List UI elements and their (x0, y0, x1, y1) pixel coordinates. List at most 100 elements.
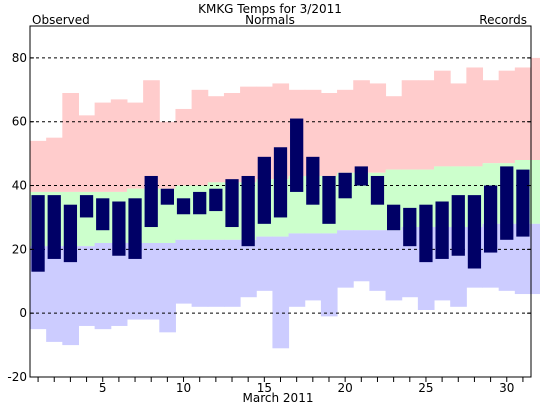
record-low-band (62, 246, 79, 346)
record-low-band (531, 223, 540, 295)
record-low-band (256, 236, 273, 291)
record-high-band (143, 80, 160, 189)
record-high-band (401, 80, 419, 170)
observed-bar (79, 195, 94, 218)
observed-bar (306, 156, 320, 205)
y-tick-label: 40 (12, 179, 27, 193)
y-tick-label: 20 (12, 242, 27, 256)
observed-bar (63, 204, 78, 263)
legend-observed: Observed (32, 13, 90, 27)
record-high-band (514, 67, 532, 161)
record-low-band (191, 239, 209, 307)
x-tick-label: 15 (257, 381, 272, 395)
observed-bar (370, 175, 385, 205)
record-low-band (143, 242, 160, 320)
record-low-band (110, 242, 128, 326)
record-low-band (207, 239, 225, 307)
observed-bar (257, 156, 271, 224)
observed-bar (451, 195, 465, 256)
record-low-band (272, 236, 290, 349)
record-low-band (385, 230, 403, 301)
observed-bar (338, 172, 352, 199)
observed-bar (225, 179, 239, 228)
record-high-band (434, 70, 451, 167)
observed-bar (419, 204, 433, 263)
record-low-band (78, 246, 96, 326)
normal-range-band (531, 160, 540, 224)
observed-bar (467, 195, 482, 269)
y-tick-label: -20 (7, 370, 27, 384)
observed-bar (500, 166, 514, 240)
record-high-band (223, 93, 241, 183)
record-high-band (126, 102, 144, 189)
observed-bar (483, 185, 498, 253)
x-axis-label: March 2011 (243, 391, 314, 405)
record-high-band (175, 108, 193, 186)
record-low-band (223, 239, 241, 307)
record-high-band (207, 96, 225, 183)
record-high-band (159, 121, 176, 189)
observed-bar (387, 204, 401, 231)
observed-bar (193, 191, 207, 215)
record-low-band (159, 242, 176, 333)
x-tick-label: 5 (99, 381, 107, 395)
observed-bar (273, 147, 288, 218)
observed-bar (128, 198, 142, 259)
observed-bar (209, 188, 223, 212)
record-low-band (369, 230, 387, 291)
observed-bar (144, 175, 158, 228)
observed-bar (112, 201, 126, 256)
record-low-band (514, 223, 532, 295)
normal-range-band (353, 172, 370, 231)
observed-bar (31, 195, 45, 272)
record-low-band (126, 242, 144, 320)
observed-bar (435, 201, 449, 259)
record-low-band (353, 230, 370, 282)
record-low-band (175, 239, 193, 304)
record-low-band (94, 242, 112, 330)
record-low-band (320, 233, 338, 317)
record-high-band (304, 89, 322, 176)
observed-bar (96, 198, 110, 231)
observed-bar (516, 169, 530, 237)
observed-bar (403, 207, 417, 247)
record-high-band (369, 83, 387, 173)
plot-area: -20 0 20 40 60 80 5 10 15 20 25 30 (7, 25, 540, 395)
legend-records: Records (479, 13, 527, 27)
observed-bar (354, 166, 368, 186)
record-high-band (191, 89, 209, 186)
record-high-band (466, 67, 484, 167)
record-high-band (417, 80, 435, 170)
x-tick-label: 25 (418, 381, 433, 395)
observed-bar (241, 175, 255, 247)
record-low-band (304, 233, 322, 301)
observed-bar (290, 118, 304, 192)
observed-bar (47, 195, 61, 259)
observed-bar (322, 175, 336, 224)
record-low-band (46, 246, 63, 342)
observed-bar (176, 198, 191, 215)
record-high-band (46, 137, 63, 192)
record-high-band (320, 93, 338, 176)
y-tick-label: 80 (12, 51, 27, 65)
record-low-band (337, 230, 354, 288)
record-low-band (498, 223, 516, 291)
record-high-band (62, 93, 79, 192)
x-tick-label: 10 (176, 381, 191, 395)
record-high-band (78, 115, 96, 192)
y-tick-label: 0 (19, 306, 27, 320)
record-high-band (385, 96, 403, 170)
record-high-band (30, 140, 47, 192)
record-low-band (240, 239, 257, 298)
record-high-band (256, 86, 273, 180)
record-high-band (337, 89, 354, 173)
record-high-band (94, 102, 112, 192)
record-high-band (498, 70, 516, 164)
record-low-band (288, 233, 306, 307)
x-tick-label: 20 (338, 381, 353, 395)
record-high-band (482, 80, 500, 164)
y-tick-label: 60 (12, 115, 27, 129)
record-high-band (240, 86, 257, 183)
record-high-band (353, 80, 370, 173)
